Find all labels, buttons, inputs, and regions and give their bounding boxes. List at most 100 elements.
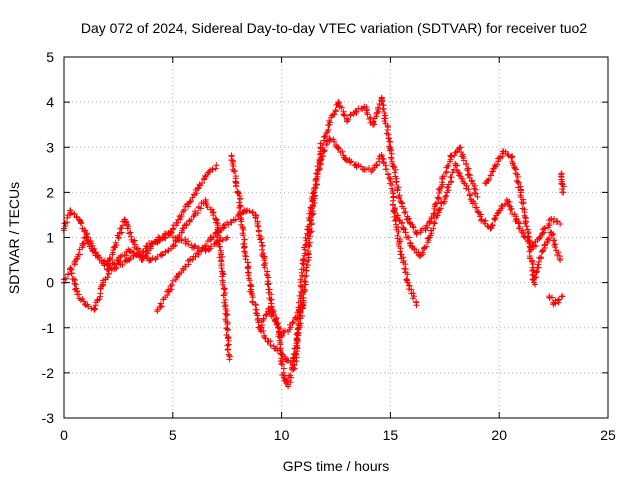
trace-marker: [118, 224, 125, 231]
trace-marker: [263, 311, 270, 318]
trace-marker: [303, 264, 310, 271]
trace-marker: [219, 281, 226, 288]
data-point: [335, 99, 342, 106]
trace-marker: [212, 230, 219, 237]
data-point: [546, 293, 553, 300]
x-axis-label: GPS time / hours: [283, 458, 390, 474]
trace-marker: [293, 335, 300, 342]
data-point: [417, 252, 424, 259]
y-tick-label: 1: [46, 230, 54, 246]
trace-marker: [201, 243, 208, 250]
trace-marker: [432, 200, 439, 207]
trace-marker: [494, 210, 501, 217]
series-satellite-track-f: [256, 95, 479, 390]
trace-marker: [554, 251, 561, 258]
trace-marker: [252, 301, 259, 308]
data-point: [228, 153, 235, 160]
trace-marker: [224, 347, 231, 354]
trace-marker: [522, 219, 529, 226]
data-point: [539, 248, 546, 255]
data-point: [224, 234, 231, 241]
data-point: [148, 243, 155, 250]
trace-marker: [268, 300, 275, 307]
trace-marker: [401, 265, 408, 272]
trace-marker: [465, 186, 472, 193]
trace-marker: [386, 175, 393, 182]
trace-marker: [194, 210, 201, 217]
trace-marker: [314, 163, 321, 170]
trace-marker: [445, 162, 452, 169]
trace-marker: [520, 200, 527, 207]
trace-marker: [431, 219, 438, 226]
data-point: [369, 166, 376, 173]
trace-marker: [435, 186, 442, 193]
trace-marker: [265, 274, 272, 281]
data-point: [409, 243, 416, 250]
data-point: [230, 216, 237, 223]
series-satellite-track-g: [390, 160, 561, 260]
data-point: [169, 243, 176, 250]
x-tick-label: 5: [169, 427, 177, 443]
data-point: [156, 234, 163, 241]
trace-marker: [389, 201, 396, 208]
trace-marker: [514, 178, 521, 185]
x-tick-label: 15: [383, 427, 399, 443]
trace-marker: [159, 233, 166, 240]
axis-ticks: 0 5 10 15 20 25 -3 -2 -1 0 1 2 3 4 5: [42, 49, 616, 443]
data-point: [422, 225, 429, 232]
data-point: [496, 207, 503, 214]
data-point: [500, 148, 507, 155]
trace-marker: [554, 218, 561, 225]
trace-marker: [183, 222, 190, 229]
data-point: [274, 320, 281, 327]
data-point: [361, 103, 368, 110]
trace-marker: [259, 243, 266, 250]
trace-marker: [523, 223, 530, 230]
trace-marker: [542, 225, 549, 232]
x-tick-label: 20: [491, 427, 507, 443]
data-point: [178, 211, 185, 218]
data-point: [559, 293, 566, 300]
y-tick-label: -3: [42, 410, 55, 426]
data-point: [550, 299, 557, 306]
trace-marker: [244, 269, 251, 276]
data-point: [82, 234, 89, 241]
data-point: [115, 257, 122, 264]
data-point: [213, 239, 220, 246]
trace-marker: [376, 101, 383, 108]
trace-marker: [199, 179, 206, 186]
trace-marker: [178, 237, 185, 244]
data-point: [404, 216, 411, 223]
trace-marker: [423, 243, 430, 250]
data-point: [548, 229, 555, 236]
trace-marker: [390, 193, 397, 200]
trace-marker: [384, 170, 391, 177]
trace-marker: [117, 225, 124, 232]
y-tick-label: 3: [46, 139, 54, 155]
data-point: [309, 211, 316, 218]
data-point: [560, 189, 567, 196]
data-point: [387, 144, 394, 151]
trace-marker: [410, 224, 417, 231]
data-point: [531, 279, 538, 286]
trace-marker: [373, 161, 380, 168]
trace-marker: [462, 161, 469, 168]
trace-marker: [375, 104, 382, 111]
trace-marker: [265, 281, 272, 288]
data-point: [126, 257, 133, 264]
trace-marker: [456, 145, 463, 152]
data-point: [74, 288, 81, 295]
trace-marker: [277, 334, 284, 341]
trace-marker: [73, 256, 80, 263]
trace-marker: [332, 107, 339, 114]
data-point: [439, 175, 446, 182]
trace-marker: [305, 235, 312, 242]
trace-marker: [535, 261, 542, 268]
trace-marker: [388, 150, 395, 157]
y-tick-label: -1: [42, 320, 55, 336]
y-tick-label: 2: [46, 184, 54, 200]
trace-marker: [113, 264, 120, 271]
trace-marker: [261, 334, 268, 341]
trace-marker: [322, 133, 329, 140]
trace-marker: [224, 325, 231, 332]
